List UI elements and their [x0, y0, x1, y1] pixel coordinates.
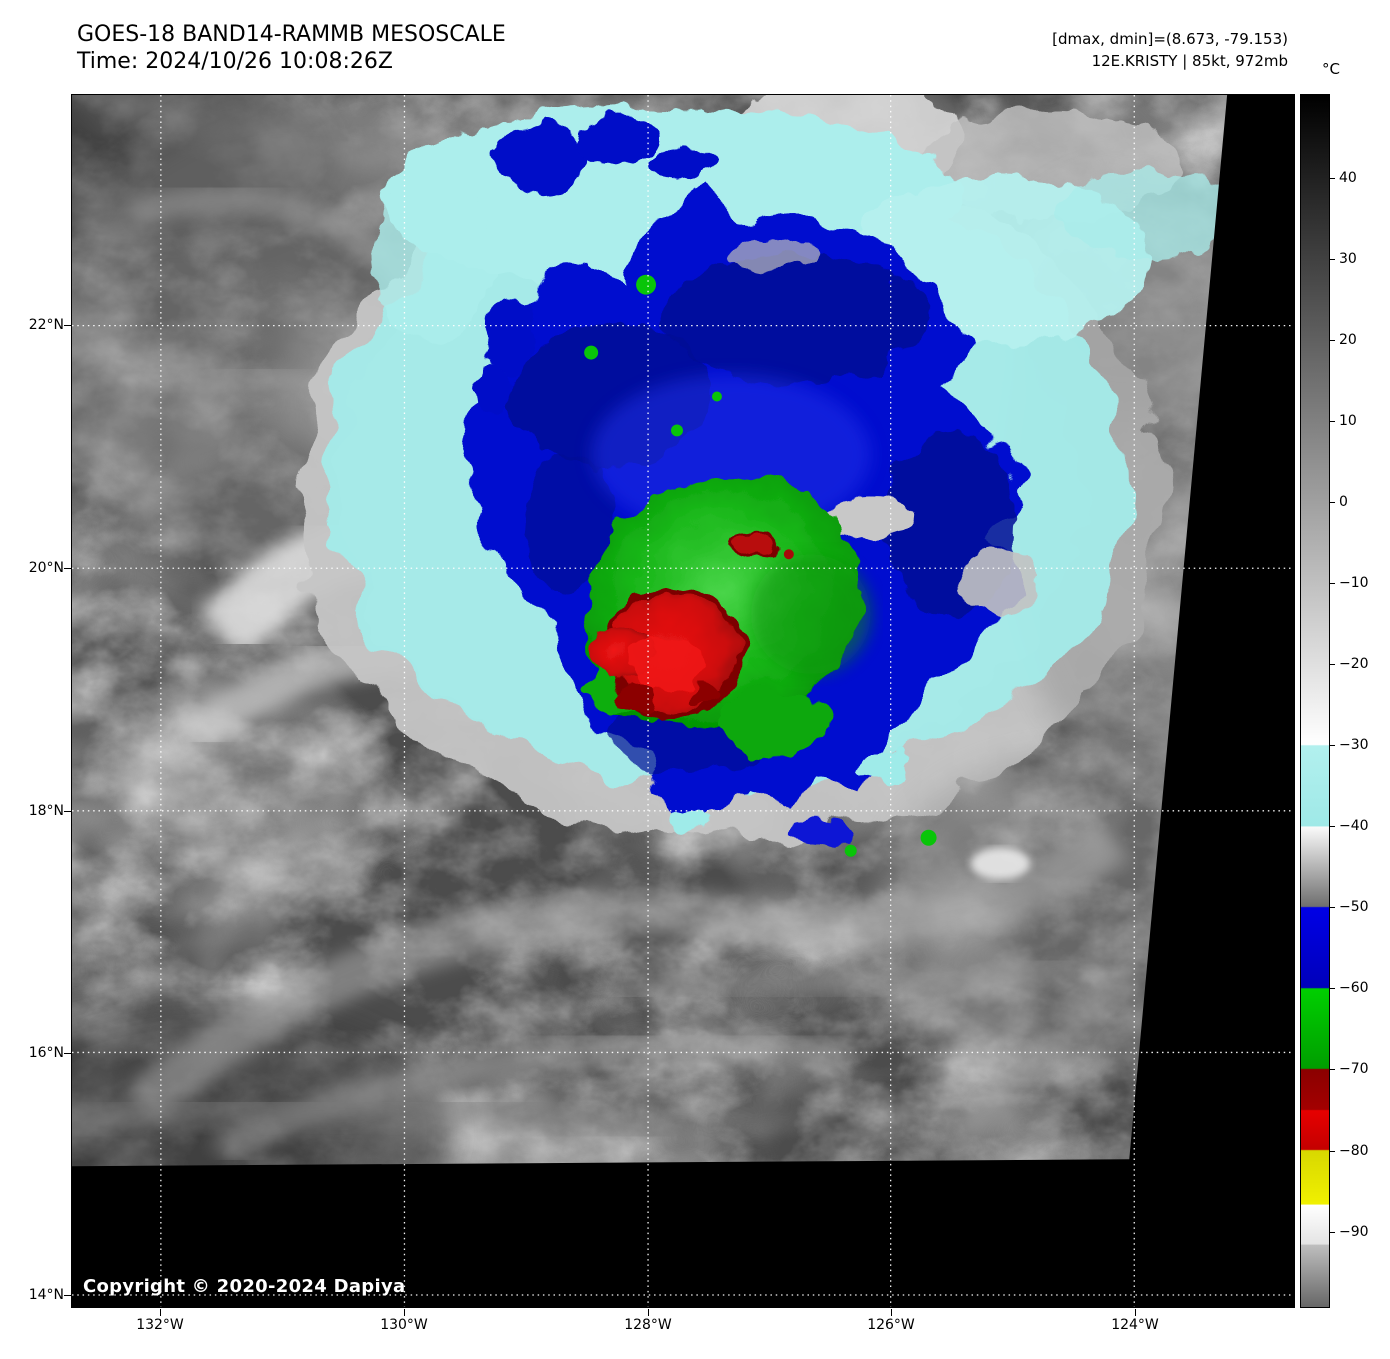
lat-axis-tick: [64, 1053, 71, 1054]
colorbar-tick-label: −50: [1339, 899, 1369, 915]
satellite-imagery: [72, 95, 1294, 1307]
header-left: GOES-18 BAND14-RAMMB MESOSCALE Time: 202…: [77, 21, 506, 75]
colorbar-tick-label: −90: [1339, 1224, 1369, 1240]
lat-axis-tick: [64, 1295, 71, 1296]
colorbar-tick-label: 10: [1339, 413, 1357, 429]
colorbar-tick-label: −30: [1339, 737, 1369, 753]
colorbar-tick: [1330, 1069, 1335, 1070]
lon-axis-tick: [404, 1309, 405, 1316]
lat-axis-tick: [64, 325, 71, 326]
colorbar-tick: [1330, 664, 1335, 665]
colorbar-tick-label: 0: [1339, 494, 1348, 510]
colorbar-tick: [1330, 259, 1335, 260]
lat-label: 20°N: [28, 560, 64, 576]
colorbar-tick: [1330, 745, 1335, 746]
colorbar-tick: [1330, 502, 1335, 503]
image-title: GOES-18 BAND14-RAMMB MESOSCALE: [77, 22, 506, 47]
lon-axis-tick: [891, 1309, 892, 1316]
lon-axis-tick: [648, 1309, 649, 1316]
colorbar-tick: [1330, 826, 1335, 827]
satellite-map: Copyright © 2020-2024 Dapiya: [71, 94, 1295, 1308]
colorbar-tick-label: −40: [1339, 818, 1369, 834]
colorbar-tick-label: −20: [1339, 656, 1369, 672]
colorbar-tick-label: −70: [1339, 1061, 1369, 1077]
lat-label: 14°N: [28, 1287, 64, 1303]
colorbar-unit-label: °C: [1322, 60, 1340, 78]
copyright-notice: Copyright © 2020-2024 Dapiya: [83, 1276, 406, 1297]
lon-axis-tick: [1135, 1309, 1136, 1316]
lon-label: 130°W: [380, 1317, 428, 1333]
colorbar-tick: [1330, 1151, 1335, 1152]
colorbar-tick: [1330, 988, 1335, 989]
header-right: [dmax, dmin]=(8.673, -79.153) 12E.KRISTY…: [1052, 28, 1288, 72]
image-timestamp: Time: 2024/10/26 10:08:26Z: [77, 49, 393, 74]
lon-label: 124°W: [1111, 1317, 1159, 1333]
no-data-region: [72, 95, 1294, 1307]
colorbar-tick: [1330, 421, 1335, 422]
lon-label: 132°W: [136, 1317, 184, 1333]
colorbar-tick: [1330, 583, 1335, 584]
lat-axis-tick: [64, 811, 71, 812]
dmax-dmin-readout: [dmax, dmin]=(8.673, -79.153): [1052, 30, 1288, 48]
temperature-colorbar: [1300, 94, 1330, 1308]
colorbar-tick-label: −60: [1339, 980, 1369, 996]
lon-axis-tick: [160, 1309, 161, 1316]
colorbar-tick-label: 30: [1339, 251, 1357, 267]
latlon-gridlines: [72, 95, 1294, 1307]
lat-label: 18°N: [28, 803, 64, 819]
lon-label: 126°W: [867, 1317, 915, 1333]
lat-label: 22°N: [28, 317, 64, 333]
lat-label: 16°N: [28, 1045, 64, 1061]
storm-info: 12E.KRISTY | 85kt, 972mb: [1091, 52, 1288, 70]
colorbar-tick: [1330, 907, 1335, 908]
colorbar-tick: [1330, 1232, 1335, 1233]
colorbar-tick: [1330, 340, 1335, 341]
colorbar-tick-label: 40: [1339, 170, 1357, 186]
colorbar-tick-label: 20: [1339, 332, 1357, 348]
lat-axis-tick: [64, 568, 71, 569]
lon-label: 128°W: [624, 1317, 672, 1333]
colorbar-tick-label: −80: [1339, 1143, 1369, 1159]
colorbar-tick-label: −10: [1339, 575, 1369, 591]
colorbar-tick: [1330, 178, 1335, 179]
